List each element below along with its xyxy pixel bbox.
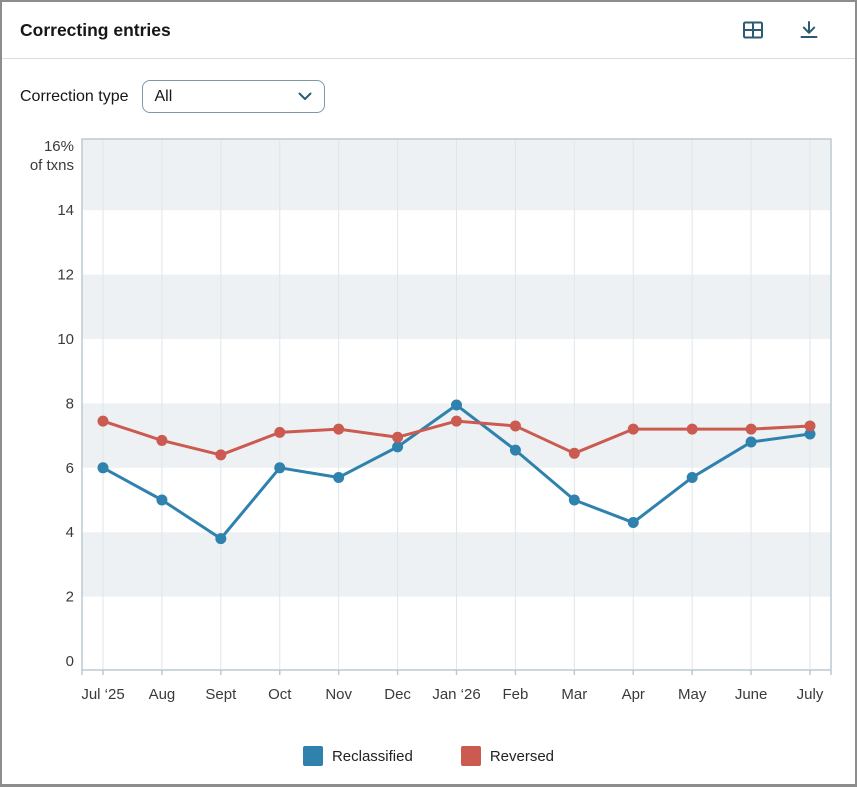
data-point-reversed[interactable] (745, 423, 757, 435)
y-axis-label: 10 (57, 331, 74, 348)
chevron-down-icon (298, 92, 312, 101)
y-axis-label: 4 (66, 524, 74, 541)
chart-legend: Reclassified Reversed (2, 746, 855, 766)
data-point-reversed[interactable] (568, 447, 580, 459)
table-view-button[interactable] (739, 16, 767, 44)
x-axis-label: Dec (384, 686, 411, 703)
legend-swatch-reversed (460, 746, 481, 766)
x-axis-label: Sept (205, 686, 237, 703)
data-point-reversed[interactable] (686, 423, 698, 435)
correction-type-label: Correction type (20, 87, 129, 105)
legend-swatch-reclassified (302, 746, 323, 766)
legend-label: Reversed (489, 747, 555, 765)
data-point-reversed[interactable] (804, 420, 816, 432)
data-point-reversed[interactable] (509, 420, 521, 432)
data-point-reclassified[interactable] (804, 428, 816, 440)
x-axis-label: Mar (561, 686, 587, 703)
y-axis-label: 14 (57, 202, 74, 219)
y-axis-label: 6 (66, 460, 74, 477)
dropdown-selected-value: All (154, 87, 173, 105)
y-axis-label: 16% (44, 138, 74, 155)
data-point-reclassified[interactable] (156, 494, 168, 506)
data-point-reclassified[interactable] (215, 533, 227, 545)
y-axis-label: 12 (57, 267, 74, 284)
data-point-reversed[interactable] (156, 434, 168, 446)
data-point-reclassified[interactable] (97, 462, 109, 474)
data-point-reclassified[interactable] (333, 471, 345, 483)
data-point-reversed[interactable] (333, 423, 345, 435)
chart-controls: Correction type All (20, 80, 325, 113)
correcting-entries-chart: 16% of txns 14 12 10 8 6 4 2 0 Jul ‘25 Aug Sept Oct No… (30, 138, 832, 703)
data-point-reversed[interactable] (451, 415, 462, 427)
data-point-reclassified[interactable] (509, 444, 521, 456)
x-axis-label: Nov (325, 686, 352, 703)
data-point-reclassified[interactable] (568, 494, 580, 506)
legend-item-reclassified[interactable]: Reclassified (302, 746, 413, 766)
card-header: Correcting entries (2, 2, 855, 59)
page-title: Correcting entries (20, 19, 171, 40)
x-axis-label: May (678, 686, 707, 703)
x-axis-label: Apr (622, 686, 645, 703)
x-axis-label: Aug (149, 686, 176, 703)
correction-type-dropdown[interactable]: All (141, 80, 325, 113)
download-icon (798, 19, 820, 41)
x-axis-label: Feb (502, 686, 528, 703)
data-point-reversed[interactable] (274, 426, 286, 438)
data-point-reclassified[interactable] (627, 517, 639, 529)
y-axis-unit-label: of txns (30, 157, 74, 174)
data-point-reversed[interactable] (97, 415, 109, 427)
y-axis-label: 0 (66, 653, 74, 670)
data-point-reclassified[interactable] (274, 462, 286, 474)
x-axis-label: Jul ‘25 (81, 686, 124, 703)
data-point-reversed[interactable] (627, 423, 639, 435)
y-axis-label: 8 (66, 395, 74, 412)
table-view-icon (742, 19, 764, 41)
data-point-reversed[interactable] (215, 449, 227, 461)
data-point-reversed[interactable] (392, 431, 404, 443)
x-axis-label: Oct (268, 686, 292, 703)
download-button[interactable] (795, 16, 823, 44)
data-point-reclassified[interactable] (686, 471, 698, 483)
legend-label: Reclassified (331, 747, 413, 765)
x-axis-label: June (735, 686, 768, 703)
y-axis-label: 2 (66, 589, 74, 606)
x-axis-label: July (797, 686, 824, 703)
data-point-reclassified[interactable] (451, 399, 462, 411)
data-point-reclassified[interactable] (392, 441, 404, 453)
x-axis-label: Jan ‘26 (432, 686, 480, 703)
data-point-reclassified[interactable] (745, 436, 757, 448)
legend-item-reversed[interactable]: Reversed (460, 746, 555, 766)
